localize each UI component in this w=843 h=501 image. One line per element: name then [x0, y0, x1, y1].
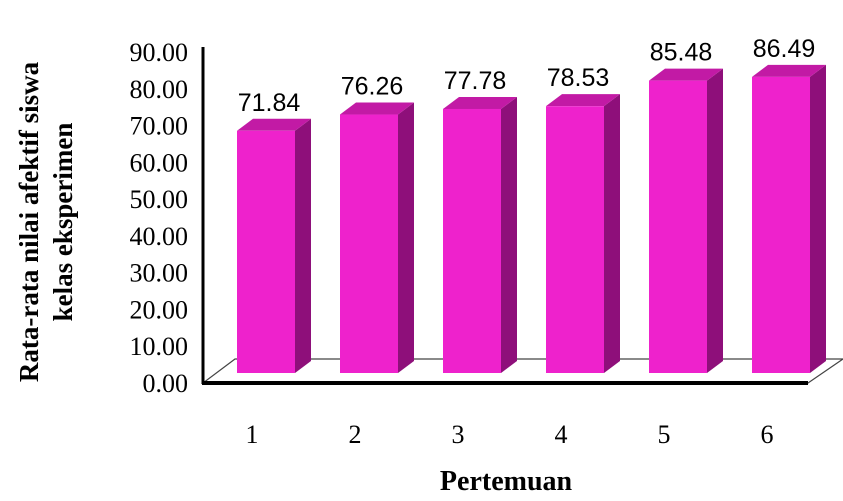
bar: [237, 118, 311, 373]
y-tick-label: 10.00: [130, 332, 189, 361]
bar-top-face: [546, 94, 620, 107]
bar-front-face: [237, 130, 295, 373]
x-tick-labels: 1 2 3 4 5 6: [246, 420, 774, 449]
bar-front-face: [546, 106, 604, 373]
bar-front-face: [443, 108, 501, 373]
chart-axes: [201, 47, 808, 385]
y-tick-label: 60.00: [130, 148, 189, 177]
y-axis-title-line-1: Rata-rata nilai afektif siswa: [14, 61, 44, 382]
y-axis-title: Rata-rata nilai afektif siswa kelas eksp…: [14, 61, 78, 382]
y-tick-label: 30.00: [130, 259, 189, 288]
x-tick-label: 1: [246, 420, 259, 449]
bar: [649, 68, 723, 373]
y-tick-label: 20.00: [130, 295, 189, 324]
bar-side-face: [707, 68, 723, 373]
bar-side-face: [398, 102, 414, 374]
bar-side-face: [810, 64, 826, 373]
bar: [752, 64, 826, 373]
bar-top-face: [649, 68, 723, 81]
x-tick-label: 5: [658, 420, 671, 449]
bars: [237, 64, 826, 374]
bar: [443, 96, 517, 373]
data-label: 85.48: [650, 39, 713, 67]
data-label: 71.84: [238, 89, 301, 117]
bar-front-face: [649, 80, 707, 373]
x-tick-label: 4: [555, 420, 568, 449]
bar: [546, 94, 620, 373]
bar-top-face: [443, 96, 517, 109]
bar-top-face: [237, 118, 311, 131]
bar-side-face: [295, 118, 311, 373]
bar-top-face: [752, 64, 826, 77]
y-tick-label: 80.00: [130, 75, 189, 104]
x-tick-label: 6: [761, 420, 774, 449]
y-axis-title-line-2: kelas eksperimen: [48, 123, 78, 322]
bar-side-face: [501, 96, 517, 373]
bar: [340, 102, 414, 374]
data-label: 78.53: [547, 64, 610, 92]
y-tick-label: 90.00: [130, 38, 189, 67]
x-tick-label: 2: [349, 420, 362, 449]
y-tick-label: 50.00: [130, 185, 189, 214]
bar-top-face: [340, 102, 414, 115]
data-label: 76.26: [341, 73, 404, 101]
y-tick-label: 0.00: [143, 369, 189, 398]
y-tick-label: 70.00: [130, 112, 189, 141]
bar-front-face: [340, 114, 398, 374]
x-tick-label: 3: [452, 420, 465, 449]
bar-side-face: [604, 94, 620, 373]
y-tick-labels: 0.00 10.00 20.00 30.00 40.00 50.00 60.00 70.00 8…: [130, 38, 189, 398]
x-axis-title: Pertemuan: [440, 466, 573, 497]
data-label: 86.49: [753, 35, 816, 63]
bar-front-face: [752, 76, 810, 373]
y-tick-label: 40.00: [130, 222, 189, 251]
data-label: 77.78: [444, 67, 507, 95]
data-labels: 71.84 76.26 77.78 78.53 85.48 86.49: [238, 35, 816, 117]
